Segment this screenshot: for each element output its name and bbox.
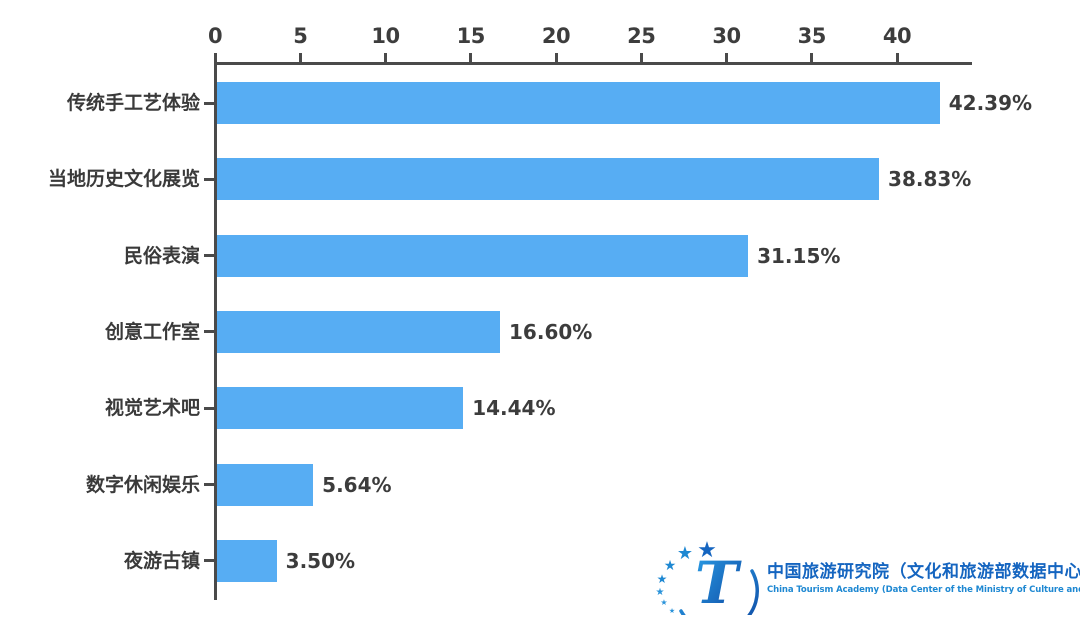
watermark-text-block: 中国旅游研究院（文化和旅游部数据中心） China Tourism Academ… bbox=[767, 557, 1080, 595]
bar bbox=[217, 82, 940, 124]
svg-text:★: ★ bbox=[657, 572, 668, 586]
category-label: 创意工作室 bbox=[104, 320, 200, 343]
watermark-chinese-text: 中国旅游研究院（文化和旅游部数据中心） bbox=[767, 562, 1080, 582]
bar-value-label: 14.44% bbox=[472, 396, 556, 421]
x-axis-tick-label: 20 bbox=[541, 24, 571, 48]
watermark-logo: ★ ★ ★ ★ ★ ★ ★ T 中国旅游研究院（文化和旅游部数据中心） Chin… bbox=[655, 537, 1080, 615]
bar-value-label: 16.60% bbox=[509, 319, 593, 344]
y-axis-tick-mark bbox=[204, 406, 214, 410]
y-axis-tick-mark bbox=[204, 254, 214, 258]
category-label: 民俗表演 bbox=[123, 244, 200, 267]
x-axis-tick-mark bbox=[213, 53, 217, 62]
y-axis-tick-mark bbox=[204, 559, 214, 563]
x-axis-tick-label: 5 bbox=[293, 24, 308, 48]
x-axis-tick-label: 30 bbox=[712, 24, 741, 48]
bar bbox=[217, 539, 277, 582]
x-axis-tick-mark bbox=[554, 53, 558, 62]
x-axis-line bbox=[214, 62, 972, 65]
category-label: 传统手工艺体验 bbox=[66, 92, 200, 114]
x-axis-tick-label: 0 bbox=[207, 24, 223, 48]
y-axis-tick-mark bbox=[204, 177, 214, 181]
category-label: 视觉艺术吧 bbox=[104, 397, 200, 420]
bar bbox=[217, 387, 464, 430]
x-axis-tick-label: 35 bbox=[797, 24, 827, 48]
x-axis-tick-label: 15 bbox=[456, 24, 486, 48]
bar bbox=[217, 463, 314, 506]
bar-value-label: 38.83% bbox=[888, 167, 972, 192]
china-tourism-academy-logo-icon: ★ ★ ★ ★ ★ ★ ★ T bbox=[656, 538, 759, 615]
x-axis-tick-mark bbox=[725, 53, 728, 62]
x-axis-tick-mark bbox=[469, 53, 473, 62]
bar bbox=[217, 158, 880, 201]
x-axis-tick-mark bbox=[298, 53, 302, 62]
x-axis-tick-label: 40 bbox=[882, 24, 912, 48]
watermark-english-text: China Tourism Academy (Data Center of th… bbox=[767, 585, 1080, 595]
x-axis-tick-mark bbox=[384, 53, 387, 62]
bar bbox=[217, 234, 749, 277]
y-axis-line bbox=[214, 62, 217, 600]
y-axis-tick-mark bbox=[204, 483, 214, 487]
svg-text:★: ★ bbox=[677, 543, 693, 564]
bar-value-label: 3.50% bbox=[285, 548, 356, 573]
x-axis-tick-mark bbox=[810, 53, 814, 62]
svg-text:T: T bbox=[695, 549, 742, 615]
category-label: 夜游古镇 bbox=[123, 549, 200, 572]
svg-text:★: ★ bbox=[656, 587, 665, 598]
svg-text:★: ★ bbox=[660, 598, 667, 607]
svg-text:★: ★ bbox=[664, 558, 677, 574]
svg-text:★: ★ bbox=[697, 538, 717, 563]
x-axis-tick-label: 25 bbox=[627, 24, 656, 48]
bar-value-label: 42.39% bbox=[948, 91, 1033, 115]
svg-text:★: ★ bbox=[669, 607, 675, 615]
bar-value-label: 31.15% bbox=[757, 243, 841, 268]
x-axis-tick-label: 10 bbox=[371, 24, 400, 48]
x-axis-tick-mark bbox=[639, 53, 643, 62]
bar bbox=[217, 310, 501, 353]
category-label: 数字休闲娱乐 bbox=[85, 473, 200, 496]
category-label: 当地历史文化展览 bbox=[47, 168, 200, 191]
y-axis-tick-mark bbox=[204, 101, 214, 105]
y-axis-tick-mark bbox=[204, 330, 214, 334]
x-axis-tick-mark bbox=[895, 53, 899, 62]
bar-value-label: 5.64% bbox=[322, 472, 392, 497]
